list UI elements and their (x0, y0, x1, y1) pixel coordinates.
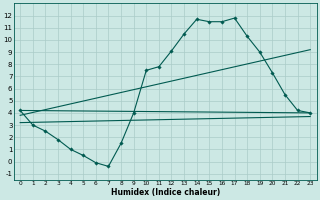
X-axis label: Humidex (Indice chaleur): Humidex (Indice chaleur) (111, 188, 220, 197)
